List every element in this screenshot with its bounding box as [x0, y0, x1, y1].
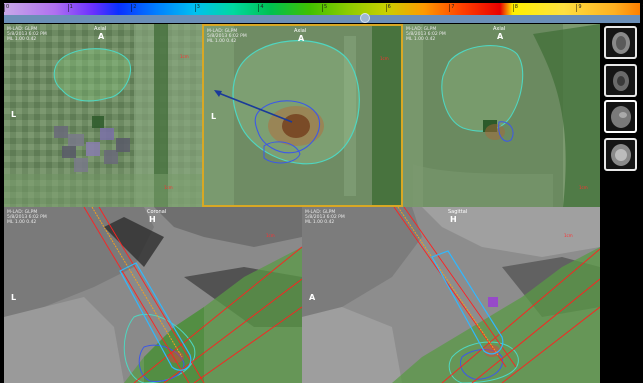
- view-title: Coronal: [147, 209, 167, 215]
- view-title: Sagittal: [448, 209, 468, 215]
- colormap-tick: [640, 4, 641, 12]
- colormap-tick-label: 6: [387, 4, 391, 10]
- orientation-label-top: H: [149, 215, 156, 224]
- scale-marker: 1cm: [579, 185, 588, 190]
- thumbnail-series-1[interactable]: [604, 26, 637, 59]
- mri-slice-axial-2: [204, 26, 401, 205]
- view-info-text: M-LAD: GLPM 5/8/2013 6:02 PM ML 1.00 0.42: [305, 210, 345, 225]
- colormap-tick-label: 5: [324, 4, 328, 10]
- viewport-axial-2[interactable]: M-LAD: GLPM 5/8/2013 6:02 PM ML 1.00 0.42 …: [202, 24, 403, 207]
- scale-marker: 1cm: [266, 233, 275, 238]
- colormap-tick-label: 8: [514, 4, 518, 10]
- colormap-tick-label: 3: [196, 4, 200, 10]
- thumbnail-series-4[interactable]: [604, 138, 637, 171]
- view-info-text: M-LAD: GLPM 5/8/2013 6:02 PM ML 1.00 0.42: [207, 29, 247, 44]
- scale-marker: 1cm: [380, 56, 389, 61]
- view-title: Axial: [94, 26, 107, 32]
- colormap-tick-label: 2: [133, 4, 137, 10]
- colormap-tick: [194, 4, 196, 12]
- colormap-tick: [322, 4, 323, 12]
- orientation-label-top: H: [450, 215, 457, 224]
- colormap-tick: [449, 4, 451, 12]
- orientation-label-left: L: [11, 293, 17, 302]
- viewport-sagittal[interactable]: M-LAD: GLPM 5/8/2013 6:02 PM ML 1.00 0.42 …: [302, 207, 600, 383]
- orientation-label-left: A: [309, 293, 316, 302]
- colormap-range-handle[interactable]: [360, 13, 370, 23]
- colormap-tick-label: 0: [6, 4, 10, 10]
- scale-marker: 1cm: [164, 185, 173, 190]
- colormap-tick-label: 1: [69, 4, 73, 10]
- colormap-tick: [67, 4, 69, 12]
- thumbnail-series-2[interactable]: [604, 64, 637, 97]
- colormap-tick-label: 7: [451, 4, 455, 10]
- colormap-tick: [4, 4, 5, 12]
- scale-marker: 1cm: [180, 54, 189, 59]
- view-info-text: M-LAD: GLPM 5/8/2013 6:02 PM ML 1.00 0.42: [406, 27, 446, 42]
- orientation-label-top: A: [298, 34, 305, 43]
- colormap-tick: [576, 4, 578, 12]
- viewport-axial-3[interactable]: M-LAD: GLPM 5/8/2013 6:02 PM ML 1.00 0.42 …: [403, 24, 600, 207]
- colormap-tick: [385, 4, 387, 12]
- view-info-text: M-LAD: GLPM 5/8/2013 6:02 PM ML 1.00 0.42: [7, 210, 47, 225]
- orientation-label-left: L: [11, 110, 17, 119]
- colormap-range-track[interactable]: [4, 15, 640, 23]
- viewport-coronal[interactable]: M-LAD: GLPM 5/8/2013 6:02 PM ML 1.00 0.42 …: [4, 207, 302, 383]
- colormap-tick: [258, 4, 260, 12]
- mri-slice-axial-3: [403, 24, 600, 207]
- orientation-label-left: L: [211, 112, 217, 121]
- view-title: Axial: [294, 28, 307, 34]
- mri-slice-sagittal: [302, 207, 600, 383]
- colormap-tick-label: 9: [578, 4, 582, 10]
- scale-marker: 1cm: [564, 233, 573, 238]
- orientation-label-top: A: [497, 32, 504, 41]
- temperature-colormap-bar[interactable]: [4, 3, 640, 15]
- thumbnail-series-3[interactable]: [604, 100, 637, 133]
- orientation-label-top: A: [98, 32, 105, 41]
- series-thumbnail-strip: [600, 24, 642, 383]
- mri-slice-coronal: [4, 207, 302, 383]
- colormap-tick: [131, 4, 133, 12]
- mri-slice-axial-1: [4, 24, 202, 207]
- view-info-text: M-LAD: GLPM 5/8/2013 6:02 PM ML 1.00 0.42: [7, 27, 47, 42]
- viewport-axial-1[interactable]: M-LAD: GLPM 5/8/2013 6:02 PM ML 1.00 0.42 …: [4, 24, 202, 207]
- view-title: Axial: [493, 26, 506, 32]
- colormap-tick-label: 4: [260, 4, 264, 10]
- colormap-tick: [512, 4, 514, 12]
